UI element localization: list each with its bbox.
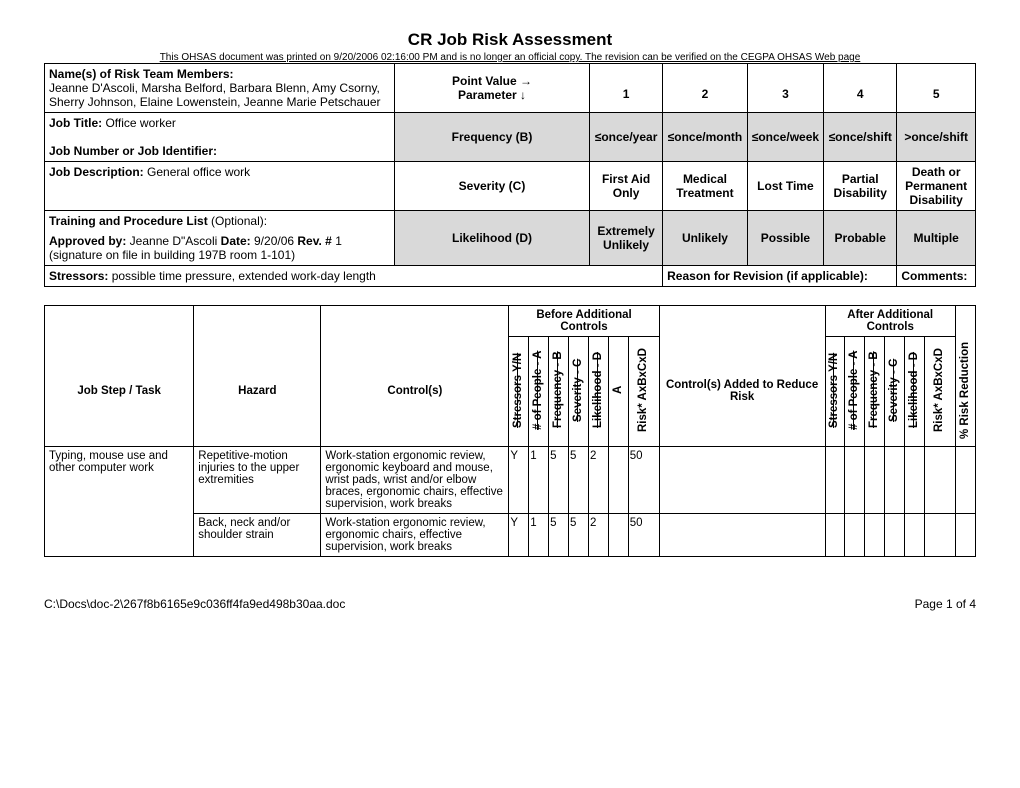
names-value: Jeanne D'Ascoli, Marsha Belford, Barbara… <box>49 81 381 109</box>
va-5: Risk* AxBxCxD <box>934 340 946 440</box>
training-opt: (Optional): <box>208 214 267 228</box>
r0-hazard: Repetitive-motion injuries to the upper … <box>194 447 321 514</box>
va-6: % Risk Reduction <box>960 340 972 440</box>
col-job-step: Job Step / Task <box>45 337 194 447</box>
pt-1-top <box>590 64 663 76</box>
freq-2: ≤once/month <box>663 113 748 162</box>
point-value-label: Point Value → <box>452 74 532 88</box>
pt-2: 2 <box>663 75 748 112</box>
date-label: Date: <box>221 234 251 248</box>
va-0: Stressors Y/N <box>829 340 841 440</box>
r1-v3: 5 <box>569 514 589 557</box>
like-2: Unlikely <box>663 211 748 266</box>
sev-4: Partial Disability <box>824 162 897 211</box>
r1-v5: 50 <box>628 514 659 557</box>
sev-label: Severity (C) <box>459 179 526 193</box>
approved-label: Approved by: <box>49 234 126 248</box>
sev-3: Lost Time <box>747 162 823 211</box>
parameter-label: Parameter ↓ <box>458 88 526 102</box>
col-hazard: Hazard <box>194 337 321 447</box>
r1-v1: 1 <box>529 514 549 557</box>
r1-v4: 2 <box>588 514 608 557</box>
r0-v4: 2 <box>588 447 608 514</box>
col-controls-added: Control(s) Added to Reduce Risk <box>659 337 825 447</box>
job-number-label: Job Number or Job Identifier: <box>49 144 217 158</box>
before-label: Before Additional Controls <box>509 306 659 337</box>
pt-5-top <box>897 64 976 76</box>
r1-v2: 5 <box>549 514 569 557</box>
page-footer: C:\Docs\doc-2\267f8b6165e9c036ff4fa9ed49… <box>44 597 976 611</box>
job-title-label: Job Title: <box>49 116 102 130</box>
pt-3-top <box>747 64 823 76</box>
stressors-label: Stressors: <box>49 269 108 283</box>
job-desc-label: Job Description: <box>49 165 144 179</box>
reason-label: Reason for Revision (if applicable): <box>667 269 868 283</box>
vb-3: Severity - C <box>573 340 585 440</box>
footer-path: C:\Docs\doc-2\267f8b6165e9c036ff4fa9ed49… <box>44 597 345 611</box>
r1-v0: Y <box>509 514 529 557</box>
vb-1: # of People - A <box>533 340 545 440</box>
sev-1: First Aid Only <box>590 162 663 211</box>
table-row: Typing, mouse use and other computer wor… <box>45 447 976 514</box>
r1-controls: Work-station ergonomic review, ergonomic… <box>321 514 509 557</box>
r0-v5: 50 <box>628 447 659 514</box>
r0-v0: Y <box>509 447 529 514</box>
vb-6: Risk* AxBxCxD <box>638 340 650 440</box>
comments-label: Comments: <box>901 269 967 283</box>
r0-v1: 1 <box>529 447 549 514</box>
pt-4: 4 <box>824 75 897 112</box>
approved-by: Jeanne D"Ascoli <box>126 234 220 248</box>
job-desc-value: General office work <box>144 165 251 179</box>
sev-5: Death or Permanent Disability <box>897 162 976 211</box>
pt-3: 3 <box>747 75 823 112</box>
signature-note: (signature on file in building 197B room… <box>49 248 295 262</box>
job-title-value: Office worker <box>102 116 176 130</box>
like-5: Multiple <box>897 211 976 266</box>
page-title: CR Job Risk Assessment <box>44 30 976 50</box>
date-value: 9/20/06 <box>251 234 298 248</box>
pt-5: 5 <box>897 75 976 112</box>
sev-2: Medical Treatment <box>663 162 748 211</box>
like-1: Extremely Unlikely <box>590 211 663 266</box>
freq-label: Frequency (B) <box>452 130 533 144</box>
like-4: Probable <box>824 211 897 266</box>
like-3: Possible <box>747 211 823 266</box>
stressors-value: possible time pressure, extended work-da… <box>108 269 375 283</box>
r0-v2: 5 <box>549 447 569 514</box>
after-label: After Additional Controls <box>825 306 955 337</box>
r0-controls: Work-station ergonomic review, ergonomic… <box>321 447 509 514</box>
footer-page: Page 1 of 4 <box>915 597 976 611</box>
r0-task: Typing, mouse use and other computer wor… <box>45 447 194 557</box>
va-4: Likelihood - D <box>909 340 921 440</box>
r0-v3: 5 <box>569 447 589 514</box>
pt-4-top <box>824 64 897 76</box>
pt-1: 1 <box>590 75 663 112</box>
vb-5: A <box>613 340 625 440</box>
pt-2-top <box>663 64 748 76</box>
freq-5: >once/shift <box>897 113 976 162</box>
training-label: Training and Procedure List <box>49 214 208 228</box>
va-2: Frequency - B <box>869 340 881 440</box>
freq-1: ≤once/year <box>590 113 663 162</box>
vb-0: Stressors Y/N <box>513 340 525 440</box>
rev-label: Rev. # <box>297 234 331 248</box>
risk-matrix-table: Before Additional Controls After Additio… <box>44 305 976 557</box>
names-label: Name(s) of Risk Team Members: <box>49 67 234 81</box>
col-controls: Control(s) <box>321 337 509 447</box>
vb-4: Likelihood - D <box>593 340 605 440</box>
rev-value: 1 <box>332 234 342 248</box>
va-3: Severity - C <box>889 340 901 440</box>
like-label: Likelihood (D) <box>452 231 532 245</box>
vb-2: Frequency - B <box>553 340 565 440</box>
r1-hazard: Back, neck and/or shoulder strain <box>194 514 321 557</box>
freq-4: ≤once/shift <box>824 113 897 162</box>
va-1: # of People - A <box>849 340 861 440</box>
header-table: Name(s) of Risk Team Members: Jeanne D'A… <box>44 63 976 287</box>
page-subtitle: This OHSAS document was printed on 9/20/… <box>44 52 976 63</box>
freq-3: ≤once/week <box>747 113 823 162</box>
